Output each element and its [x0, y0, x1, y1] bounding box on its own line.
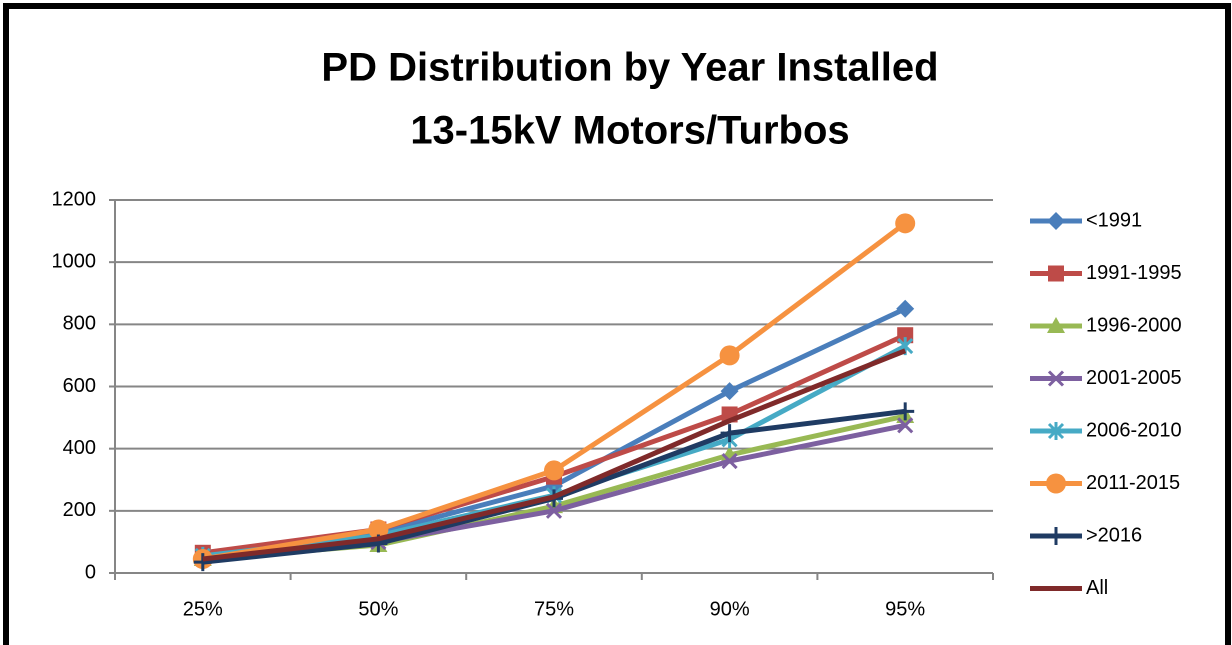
legend-marker [1047, 370, 1065, 387]
legend-label: 2001-2005 [1086, 367, 1182, 389]
legend-label: 2011-2015 [1086, 472, 1180, 494]
y-tick-label: 600 [63, 375, 96, 397]
marker [720, 424, 739, 443]
x-tick-label: 90% [710, 598, 750, 620]
x-tick-label: 95% [885, 598, 925, 620]
x-tick-label: 75% [534, 598, 574, 620]
y-tick-label: 200 [63, 499, 96, 521]
marker [896, 402, 915, 421]
legend-label: <1991 [1086, 209, 1142, 231]
legend-marker [1047, 422, 1065, 440]
marker [895, 213, 916, 234]
legend-label: 1991-1995 [1086, 262, 1182, 284]
marker [193, 553, 212, 572]
y-tick-label: 0 [85, 561, 96, 583]
marker [896, 299, 915, 318]
x-tick-label: 25% [183, 598, 223, 620]
legend-label: All [1086, 577, 1108, 599]
marker [721, 453, 738, 470]
legend-marker [1047, 527, 1065, 545]
marker [719, 345, 740, 366]
chart-title: PD Distribution by Year Installed [321, 46, 938, 90]
chart-border [3, 3, 1231, 645]
legend-marker [1046, 473, 1066, 494]
y-tick-label: 1000 [52, 250, 97, 272]
legend-label: 1996-2000 [1086, 314, 1182, 336]
series-line [202, 348, 907, 562]
marker [897, 417, 914, 434]
y-tick-label: 400 [63, 437, 96, 459]
chart-subtitle: 13-15kV Motors/Turbos [410, 109, 849, 153]
legend-marker [1048, 265, 1064, 282]
marker [720, 382, 739, 401]
marker [897, 327, 914, 344]
legend-marker [1047, 212, 1065, 230]
y-tick-label: 800 [63, 313, 96, 335]
legend-label: >2016 [1086, 524, 1142, 546]
legend-label: 2006-2010 [1086, 419, 1182, 441]
marker [545, 502, 563, 519]
marker [544, 460, 564, 481]
x-tick-label: 50% [358, 598, 398, 620]
marker [368, 519, 389, 540]
legend-marker [1047, 317, 1065, 333]
y-tick-label: 1200 [52, 188, 97, 210]
